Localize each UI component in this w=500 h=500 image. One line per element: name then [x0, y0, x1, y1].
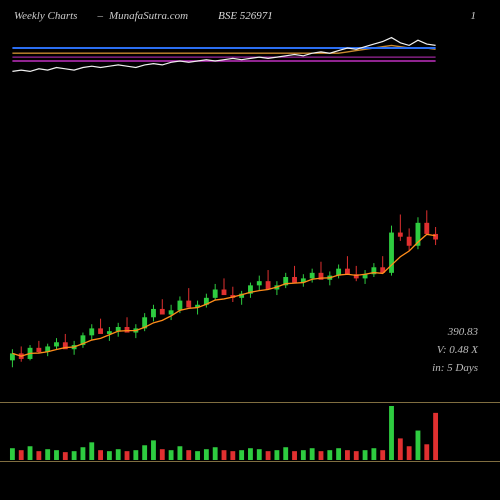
- days-label: in: 5 Days: [432, 362, 478, 374]
- indicator-panel: [0, 22, 500, 152]
- dash: –: [97, 10, 103, 22]
- volume-label: V: 0.48 X: [437, 344, 478, 356]
- volume-panel: [0, 402, 500, 462]
- ticker-symbol: BSE 526971: [218, 10, 273, 22]
- site-name: MunafaSutra.com: [109, 10, 188, 22]
- price-panel: [0, 152, 500, 402]
- price-label: 390.83: [448, 326, 478, 338]
- page-number: 1: [471, 10, 477, 22]
- chart-title: Weekly Charts: [14, 10, 77, 22]
